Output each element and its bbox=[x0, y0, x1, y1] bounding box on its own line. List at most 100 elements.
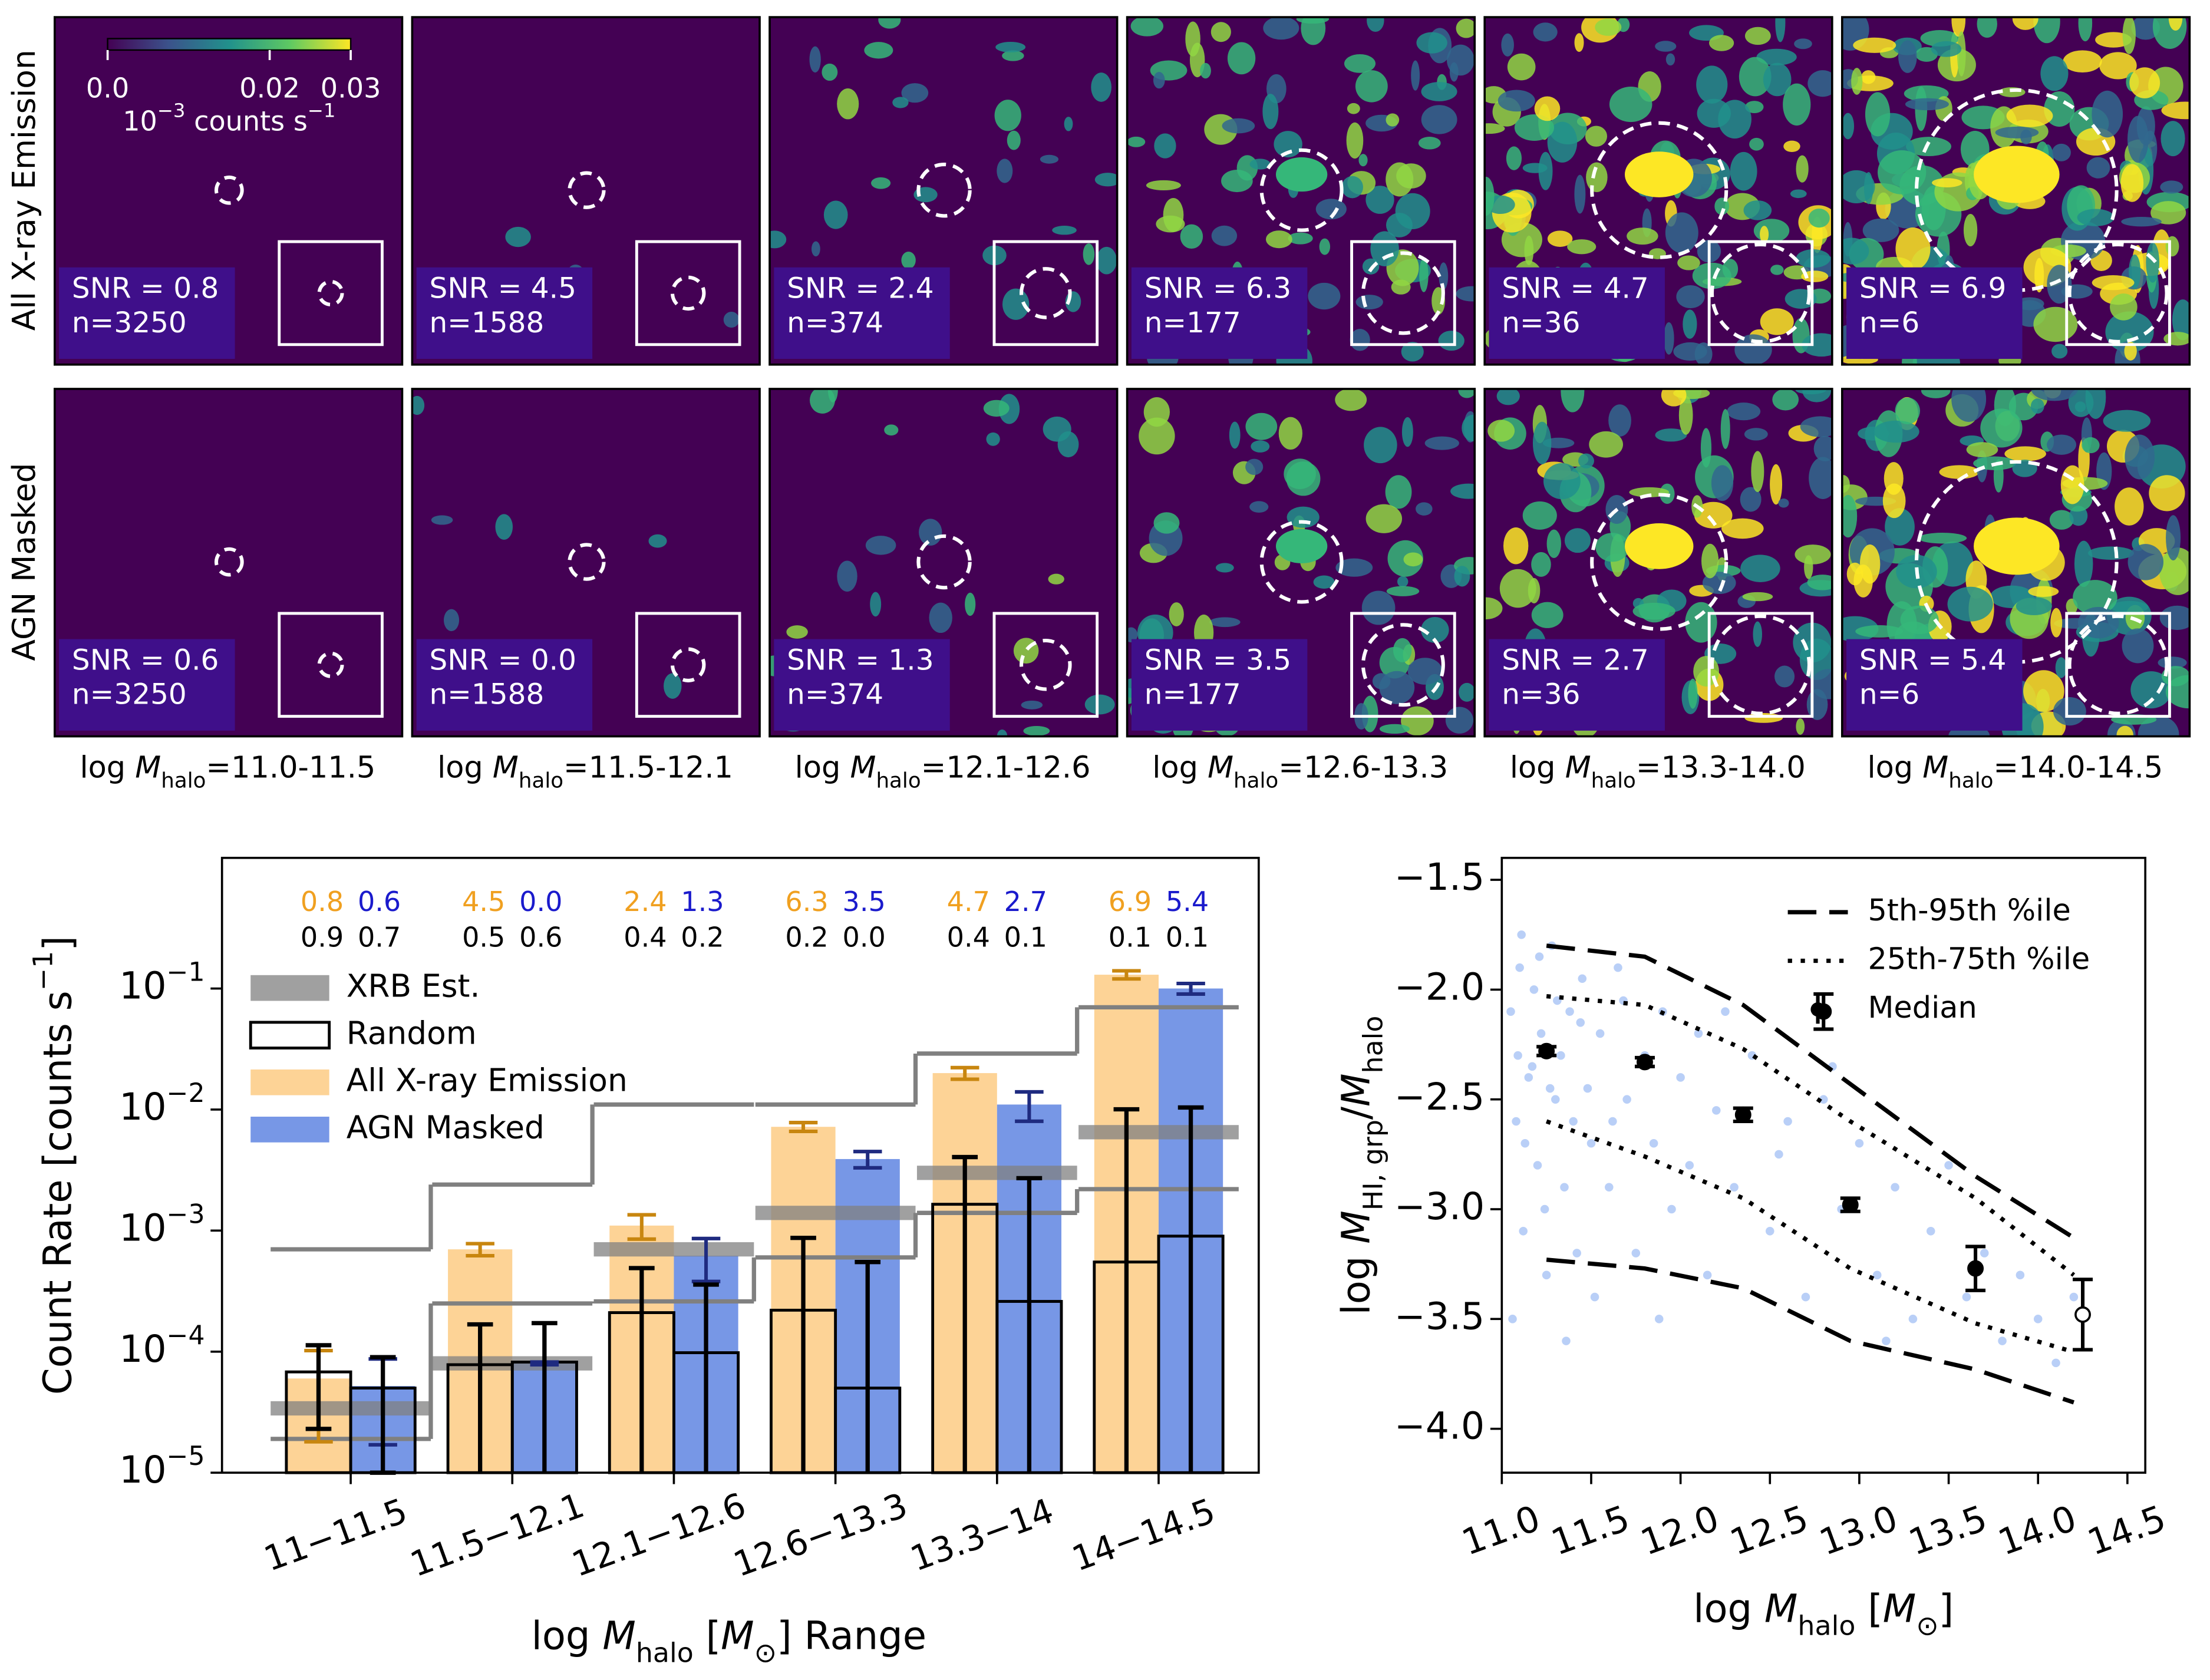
error-bar bbox=[855, 1260, 881, 1473]
emission-blob bbox=[822, 63, 838, 81]
emission-blob bbox=[2121, 217, 2162, 227]
snr-box bbox=[1131, 267, 1308, 359]
colorbar-tick-label: 0.0 bbox=[86, 72, 129, 104]
text-part: halo bbox=[519, 768, 563, 793]
emission-blob bbox=[1485, 177, 1495, 216]
emission-blob bbox=[865, 536, 896, 555]
emission-blob bbox=[1609, 87, 1652, 123]
emission-blob bbox=[1882, 483, 1906, 519]
emission-blob bbox=[884, 424, 899, 436]
emission-blob bbox=[1538, 151, 1553, 190]
emission-blob bbox=[809, 46, 821, 73]
emission-blob bbox=[2150, 201, 2186, 225]
legend-label: 25th-75th %ile bbox=[1868, 942, 2090, 977]
legend-label: 5th-95th %ile bbox=[1868, 893, 2070, 928]
emission-blob bbox=[1335, 558, 1373, 577]
emission-blob bbox=[1740, 487, 1762, 512]
inset-aperture bbox=[2067, 614, 2169, 715]
emission-blob bbox=[1734, 334, 1772, 365]
emission-blob bbox=[1308, 282, 1341, 310]
emission-blob bbox=[1918, 533, 1967, 544]
scatter-point bbox=[1998, 1336, 2007, 1345]
text-part: halo bbox=[1797, 1609, 1855, 1641]
text-part: M bbox=[850, 750, 876, 785]
emission-blob bbox=[1139, 417, 1175, 455]
annotation: 0.9 bbox=[301, 922, 344, 953]
emission-blob bbox=[2077, 209, 2115, 226]
scatter-point bbox=[1508, 1315, 1517, 1323]
emission-blob bbox=[1585, 126, 1608, 147]
scatter-point bbox=[1545, 1084, 1555, 1093]
x-axis-label: log Mhalo [M⊙] Range bbox=[532, 1614, 926, 1668]
emission-blob bbox=[1749, 137, 1764, 151]
emission-blob bbox=[1688, 678, 1698, 709]
emission-blob bbox=[1163, 197, 1184, 232]
emission-blob bbox=[1064, 117, 1073, 131]
emission-blob bbox=[1210, 22, 1231, 42]
snr-box bbox=[59, 639, 235, 731]
emission-blob bbox=[1905, 98, 1949, 111]
scatter-point bbox=[1944, 1161, 1953, 1170]
column-label: log Mhalo=14.0-14.5 bbox=[1867, 750, 2163, 793]
scatter-point bbox=[1536, 1029, 1546, 1038]
column-label: log Mhalo=12.1-12.6 bbox=[795, 750, 1091, 793]
error-bar bbox=[789, 1121, 818, 1134]
emission-blob bbox=[1966, 442, 1998, 458]
emission-blob bbox=[1367, 17, 1384, 32]
central-emission bbox=[1275, 157, 1328, 192]
emission-blob bbox=[1931, 41, 1962, 57]
legend-swatch bbox=[250, 1117, 329, 1143]
aperture bbox=[916, 163, 972, 218]
emission-blob bbox=[1904, 85, 1949, 102]
inset-aperture bbox=[1710, 242, 1812, 344]
emission-blob bbox=[2115, 487, 2144, 526]
median-point bbox=[1538, 1042, 1555, 1060]
error-bar bbox=[693, 1282, 719, 1473]
emission-blob bbox=[1739, 57, 1772, 97]
annotation: 0.8 bbox=[301, 886, 344, 917]
inset-aperture bbox=[670, 275, 706, 311]
text-part: log bbox=[1693, 1587, 1764, 1632]
median-point bbox=[1637, 1054, 1653, 1071]
text-part: −4 bbox=[166, 1320, 204, 1350]
scatter-point bbox=[1980, 1249, 1989, 1257]
central-emission bbox=[1275, 529, 1328, 563]
snr-box bbox=[1489, 267, 1665, 359]
emission-blob bbox=[1809, 457, 1832, 499]
emission-blob bbox=[2152, 17, 2187, 49]
emission-blob bbox=[901, 83, 929, 103]
emission-blob bbox=[1696, 65, 1728, 104]
inset-aperture bbox=[1361, 251, 1445, 335]
emission-blob bbox=[997, 730, 1008, 737]
emission-blob bbox=[1794, 38, 1812, 49]
scatter-point bbox=[1654, 1315, 1664, 1323]
emission-blob bbox=[1180, 224, 1203, 249]
text-part: = bbox=[206, 750, 231, 785]
panel bbox=[1842, 388, 2190, 737]
text-part: M bbox=[1208, 750, 1233, 785]
emission-blob bbox=[1906, 137, 1951, 157]
emission-blob bbox=[1154, 133, 1176, 159]
text-part: ⊙ bbox=[754, 1636, 777, 1668]
emission-blob bbox=[1753, 621, 1762, 647]
count-label: n=1588 bbox=[430, 306, 545, 339]
emission-blob bbox=[1438, 331, 1464, 351]
annotation: 2.4 bbox=[624, 886, 667, 917]
annotation: 0.4 bbox=[947, 922, 990, 953]
text-part: halo bbox=[1591, 768, 1636, 793]
emission-blob bbox=[864, 42, 893, 59]
emission-blob bbox=[1873, 420, 1919, 443]
emission-blob bbox=[1021, 700, 1043, 709]
aperture bbox=[568, 543, 606, 581]
text-part: [ bbox=[694, 1614, 721, 1659]
emission-blob bbox=[1531, 552, 1551, 577]
emission-blob bbox=[2159, 547, 2190, 595]
colorbar bbox=[107, 38, 352, 51]
text-part: = bbox=[1278, 750, 1304, 785]
emission-blob bbox=[1770, 464, 1783, 505]
error-bar bbox=[950, 1065, 979, 1081]
emission-blob bbox=[412, 395, 425, 415]
emission-blob bbox=[1153, 512, 1180, 534]
panel-frame bbox=[1483, 16, 1833, 366]
emission-blob bbox=[1416, 32, 1447, 54]
